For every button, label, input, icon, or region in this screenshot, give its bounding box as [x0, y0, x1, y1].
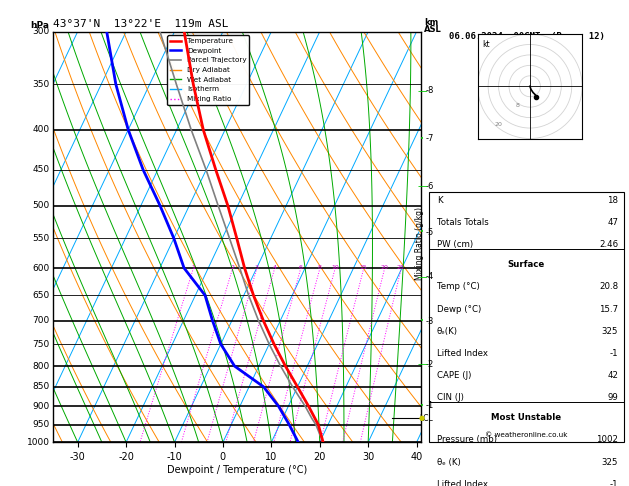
Text: 450: 450 [33, 165, 50, 174]
Text: km: km [424, 18, 438, 27]
Text: K: K [437, 196, 442, 205]
Text: -7: -7 [425, 135, 433, 143]
Text: -1: -1 [610, 349, 618, 358]
Text: -4: -4 [425, 273, 433, 281]
Text: 15: 15 [359, 265, 367, 270]
Text: 325: 325 [601, 327, 618, 336]
Text: Temp (°C): Temp (°C) [437, 282, 479, 291]
Text: Mixing Ratio (g/kg): Mixing Ratio (g/kg) [415, 207, 424, 279]
Text: 15.7: 15.7 [599, 305, 618, 313]
Text: 25: 25 [397, 265, 405, 270]
Text: 850: 850 [32, 382, 50, 391]
Legend: Temperature, Dewpoint, Parcel Trajectory, Dry Adiabat, Wet Adiabat, Isotherm, Mi: Temperature, Dewpoint, Parcel Trajectory… [167, 35, 250, 105]
Text: -1: -1 [425, 401, 433, 411]
Text: 6: 6 [298, 265, 303, 270]
Text: —: — [417, 86, 427, 96]
Text: 900: 900 [32, 402, 50, 411]
Text: 47: 47 [607, 218, 618, 227]
Text: 43°37'N  13°22'E  119m ASL: 43°37'N 13°22'E 119m ASL [53, 19, 229, 30]
Text: 550: 550 [32, 234, 50, 243]
Text: 700: 700 [32, 316, 50, 325]
Text: 20: 20 [381, 265, 388, 270]
Text: Most Unstable: Most Unstable [491, 413, 562, 422]
Text: 800: 800 [32, 362, 50, 371]
Text: ●: ● [419, 415, 425, 421]
Text: 750: 750 [32, 340, 50, 348]
Text: 20: 20 [494, 122, 503, 127]
Text: θₑ (K): θₑ (K) [437, 457, 460, 467]
Text: -2: -2 [425, 360, 433, 368]
Text: PW (cm): PW (cm) [437, 240, 473, 249]
Text: •: • [420, 136, 424, 142]
Text: 4: 4 [272, 265, 276, 270]
Text: 600: 600 [32, 263, 50, 273]
Text: 300: 300 [32, 27, 50, 36]
Text: 325: 325 [601, 457, 618, 467]
Text: 99: 99 [608, 393, 618, 402]
Text: 650: 650 [32, 291, 50, 300]
Text: —: — [417, 359, 427, 369]
Text: 8: 8 [318, 265, 321, 270]
Text: ASL: ASL [424, 25, 442, 34]
Text: CAPE (J): CAPE (J) [437, 371, 471, 380]
Text: 1: 1 [191, 265, 195, 270]
Text: Lifted Index: Lifted Index [437, 349, 487, 358]
Text: kt: kt [482, 40, 489, 49]
Text: •: • [420, 403, 424, 409]
Text: 06.06.2024  00GMT  (Base: 12): 06.06.2024 00GMT (Base: 12) [448, 33, 604, 41]
Text: 3: 3 [255, 265, 259, 270]
Text: Pressure (mb): Pressure (mb) [437, 435, 497, 444]
Text: 20.8: 20.8 [599, 282, 618, 291]
Text: —: — [417, 181, 427, 191]
Text: 42: 42 [607, 371, 618, 380]
Text: -5: -5 [425, 227, 433, 237]
Text: 500: 500 [32, 201, 50, 210]
Text: —: — [417, 272, 427, 282]
Text: •: • [420, 229, 424, 235]
Text: Totals Totals: Totals Totals [437, 218, 489, 227]
Bar [429, 192, 624, 442]
Text: 1000: 1000 [26, 438, 50, 447]
Text: 18: 18 [607, 196, 618, 205]
Text: 1002: 1002 [596, 435, 618, 444]
Text: θₑ(K): θₑ(K) [437, 327, 458, 336]
Text: CIN (J): CIN (J) [437, 393, 464, 402]
Text: -3: -3 [425, 316, 433, 326]
Text: 350: 350 [32, 80, 50, 88]
Text: 10: 10 [331, 265, 338, 270]
Text: 950: 950 [32, 420, 50, 429]
Text: © weatheronline.co.uk: © weatheronline.co.uk [485, 432, 568, 438]
Text: 400: 400 [33, 125, 50, 134]
Text: -1: -1 [610, 480, 618, 486]
Text: -8: -8 [425, 87, 433, 95]
Text: 2: 2 [230, 265, 234, 270]
Text: Surface: Surface [508, 260, 545, 269]
Text: Lifted Index: Lifted Index [437, 480, 487, 486]
X-axis label: Dewpoint / Temperature (°C): Dewpoint / Temperature (°C) [167, 465, 308, 475]
Text: 2.46: 2.46 [599, 240, 618, 249]
Text: Dewp (°C): Dewp (°C) [437, 305, 481, 313]
Text: •: • [420, 318, 424, 324]
Text: 8: 8 [515, 103, 519, 108]
Text: -6: -6 [425, 182, 433, 191]
Text: hPa: hPa [31, 21, 50, 30]
Text: LCL: LCL [419, 414, 433, 423]
